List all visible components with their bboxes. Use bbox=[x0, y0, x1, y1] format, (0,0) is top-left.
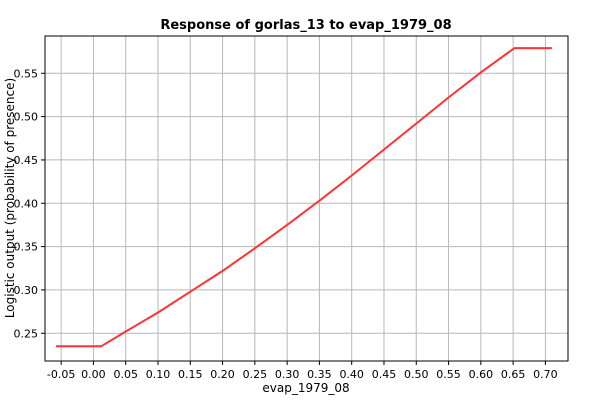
x-tick-label: 0.40 bbox=[339, 368, 364, 381]
x-axis-ticks: -0.05 0.00 0.05 0.10 0.15 0.20 0.25 0.30 0.35 0.4… bbox=[47, 361, 558, 381]
x-tick-label: 0.65 bbox=[501, 368, 526, 381]
x-tick-label: 0.55 bbox=[436, 368, 461, 381]
y-axis-ticks: 0.25 0.30 0.35 0.40 0.45 0.50 0.55 bbox=[14, 67, 45, 340]
y-tick-label: 0.30 bbox=[14, 284, 39, 297]
plot-area bbox=[45, 36, 568, 361]
x-tick-label: 0.70 bbox=[533, 368, 558, 381]
x-tick-label: -0.05 bbox=[47, 368, 75, 381]
x-tick-label: 0.15 bbox=[178, 368, 203, 381]
y-tick-label: 0.55 bbox=[14, 67, 39, 80]
y-tick-label: 0.45 bbox=[14, 154, 39, 167]
x-tick-label: 0.50 bbox=[404, 368, 429, 381]
x-tick-label: 0.05 bbox=[113, 368, 138, 381]
x-tick-label: 0.00 bbox=[81, 368, 106, 381]
x-tick-label: 0.45 bbox=[372, 368, 397, 381]
series-line-response bbox=[56, 47, 552, 348]
y-axis-title: Logistic output (probability of presence… bbox=[3, 78, 17, 318]
series-layer bbox=[56, 47, 552, 348]
x-tick-label: 0.30 bbox=[275, 368, 300, 381]
chart-title: Response of gorlas_13 to evap_1979_08 bbox=[160, 18, 451, 33]
x-tick-label: 0.25 bbox=[243, 368, 268, 381]
y-tick-label: 0.25 bbox=[14, 327, 39, 340]
x-axis-title: evap_1979_08 bbox=[262, 381, 349, 395]
y-tick-label: 0.50 bbox=[14, 111, 39, 124]
x-tick-label: 0.20 bbox=[210, 368, 235, 381]
y-tick-label: 0.35 bbox=[14, 241, 39, 254]
x-tick-label: 0.35 bbox=[307, 368, 332, 381]
y-tick-label: 0.40 bbox=[14, 197, 39, 210]
x-tick-label: 0.10 bbox=[146, 368, 171, 381]
x-tick-label: 0.60 bbox=[469, 368, 494, 381]
plot-frame bbox=[44, 35, 569, 362]
